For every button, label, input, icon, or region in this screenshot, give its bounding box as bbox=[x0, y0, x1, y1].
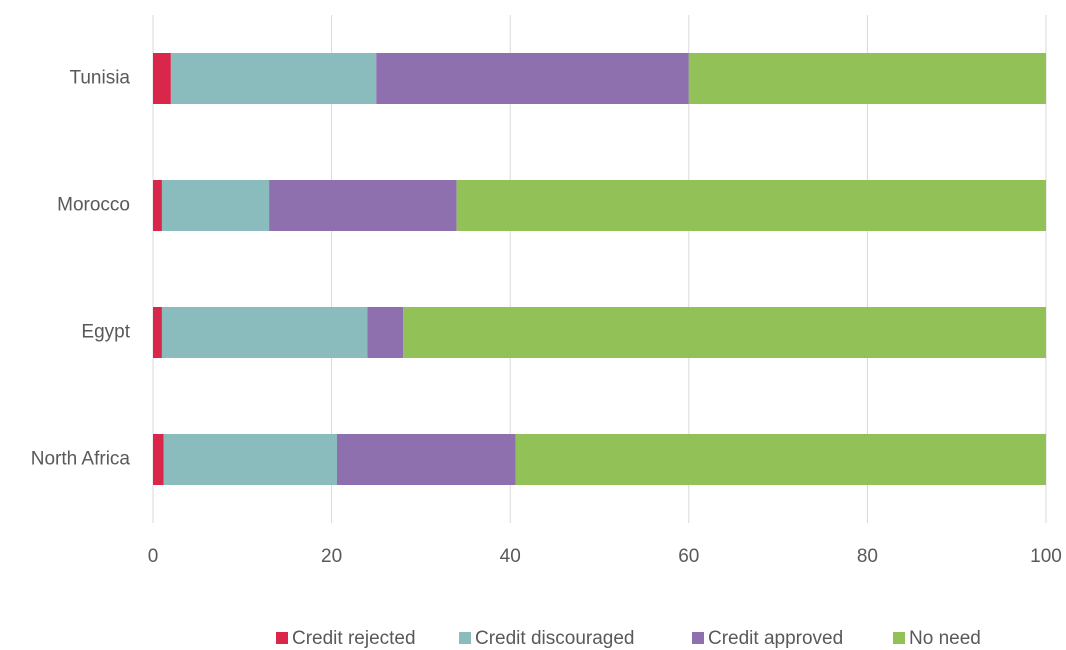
legend-label: Credit approved bbox=[708, 628, 843, 649]
x-tick-label: 0 bbox=[148, 546, 159, 567]
bar-segment bbox=[403, 307, 1046, 358]
bar-segment bbox=[376, 53, 689, 104]
x-tick-label: 100 bbox=[1030, 546, 1062, 567]
legend-swatch bbox=[692, 632, 704, 644]
bar-segment bbox=[153, 434, 164, 485]
y-tick-label: North Africa bbox=[31, 449, 131, 470]
legend-label: Credit rejected bbox=[292, 628, 416, 649]
bar-segment bbox=[515, 434, 1046, 485]
bar-segment bbox=[269, 180, 457, 231]
bar-segment bbox=[163, 434, 337, 485]
legend-swatch bbox=[459, 632, 471, 644]
legend-swatch bbox=[893, 632, 905, 644]
x-tick-label: 80 bbox=[857, 546, 878, 567]
bar-segment bbox=[170, 53, 377, 104]
bar-segment bbox=[367, 307, 404, 358]
y-tick-label: Egypt bbox=[81, 322, 130, 343]
bar-segment bbox=[336, 434, 516, 485]
bar-segment bbox=[161, 180, 270, 231]
bar-segment bbox=[153, 180, 162, 231]
bar-segment bbox=[161, 307, 368, 358]
legend-label: No need bbox=[909, 628, 981, 649]
y-tick-label: Tunisia bbox=[69, 68, 130, 89]
bar-segment bbox=[153, 53, 171, 104]
legend-label: Credit discouraged bbox=[475, 628, 634, 649]
x-tick-label: 60 bbox=[678, 546, 699, 567]
bar-segment bbox=[456, 180, 1046, 231]
x-tick-label: 40 bbox=[500, 546, 521, 567]
legend-swatch bbox=[276, 632, 288, 644]
y-tick-label: Morocco bbox=[57, 195, 130, 216]
bar-segment bbox=[688, 53, 1046, 104]
x-tick-label: 20 bbox=[321, 546, 342, 567]
bar-segment bbox=[153, 307, 162, 358]
